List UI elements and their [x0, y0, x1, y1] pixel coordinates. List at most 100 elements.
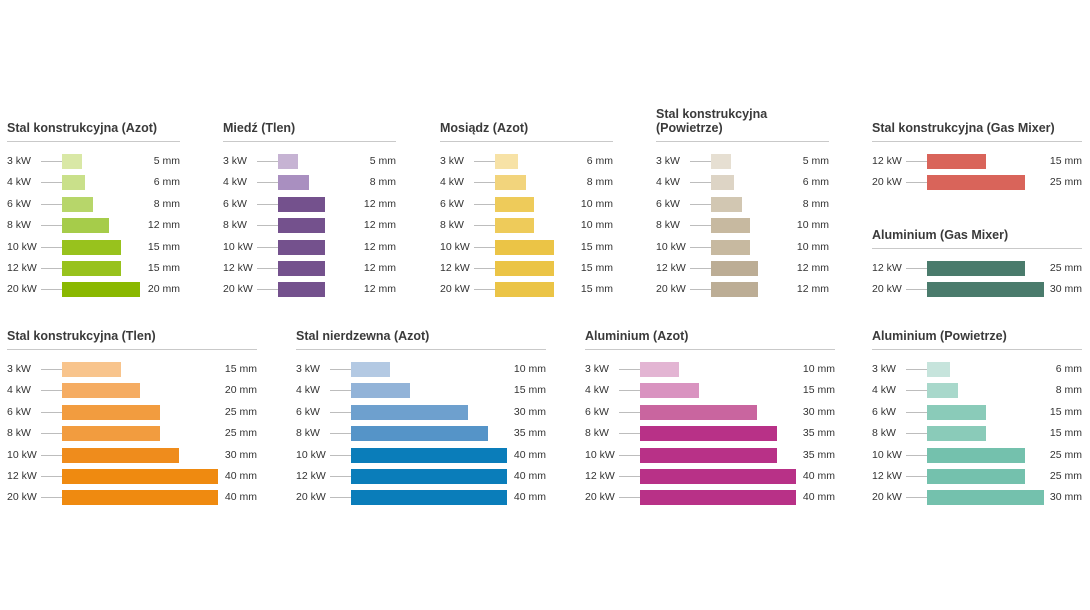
bar-row: 4 kW 8 mm	[872, 383, 1082, 399]
leader-line	[906, 289, 927, 291]
bar	[640, 383, 699, 399]
bar	[927, 404, 986, 420]
power-label: 12 kW	[296, 470, 326, 482]
bar-row: 12 kW 12 mm	[223, 261, 396, 276]
thickness-label: 25 mm	[1049, 470, 1082, 482]
bar-row: 6 kW 8 mm	[7, 196, 180, 212]
bar-row: 4 kW 15 mm	[296, 383, 546, 399]
leader-line	[330, 433, 351, 435]
bar	[62, 490, 218, 506]
power-label: 20 kW	[585, 491, 615, 504]
bar-row: 10 kW 30 mm	[7, 447, 257, 463]
leader-line	[474, 268, 495, 269]
bar	[351, 362, 390, 377]
bar	[351, 404, 468, 420]
bar	[278, 218, 325, 234]
thickness-label: 15 mm	[224, 363, 257, 375]
bar-row: 20 kW 40 mm	[585, 490, 835, 506]
leader-line	[41, 203, 62, 205]
bar	[351, 469, 507, 484]
leader-line	[330, 476, 351, 477]
title-divider	[872, 349, 1082, 350]
thickness-label: 40 mm	[802, 470, 835, 482]
leader-line	[257, 182, 278, 184]
power-label: 10 kW	[223, 240, 253, 253]
leader-line	[474, 161, 495, 162]
power-label: 10 kW	[656, 240, 686, 253]
leader-line	[474, 182, 495, 184]
thickness-label: 15 mm	[580, 240, 613, 253]
leader-line	[906, 411, 927, 413]
bar-row: 3 kW 10 mm	[585, 362, 835, 377]
thickness-label: 25 mm	[224, 405, 257, 418]
chart-title: Stal nierdzewna (Azot)	[296, 329, 430, 343]
bar-row: 20 kW 20 mm	[7, 282, 180, 298]
power-label: 20 kW	[440, 283, 470, 296]
bar-row: 20 kW 15 mm	[440, 282, 613, 298]
power-label: 3 kW	[440, 155, 464, 167]
thickness-label: 12 mm	[363, 197, 396, 210]
bar	[711, 261, 758, 276]
bar-row: 12 kW 25 mm	[872, 261, 1082, 276]
bar-row: 3 kW 10 mm	[296, 362, 546, 377]
thickness-label: 10 mm	[580, 219, 613, 232]
bar	[62, 196, 94, 212]
power-label: 4 kW	[585, 384, 609, 397]
thickness-label: 8 mm	[153, 197, 180, 210]
leader-line	[474, 289, 495, 291]
leader-line	[906, 268, 927, 269]
thickness-label: 25 mm	[1049, 448, 1082, 461]
chart-title: Mosiądz (Azot)	[440, 121, 529, 135]
bar-row: 4 kW 6 mm	[656, 175, 829, 191]
thickness-label: 20 mm	[224, 384, 257, 397]
thickness-label: 15 mm	[1049, 405, 1082, 418]
bar	[351, 426, 488, 442]
leader-line	[257, 289, 278, 291]
bar	[927, 469, 1025, 484]
thickness-label: 30 mm	[513, 405, 546, 418]
bar-row: 8 kW 10 mm	[440, 218, 613, 234]
leader-line	[690, 268, 711, 269]
leader-line	[41, 161, 62, 162]
leader-line	[330, 454, 351, 456]
power-label: 20 kW	[7, 283, 37, 296]
leader-line	[690, 203, 711, 205]
thickness-label: 35 mm	[802, 448, 835, 461]
power-label: 12 kW	[585, 470, 615, 482]
bar-row: 10 kW 12 mm	[223, 239, 396, 255]
bar-row: 6 kW 30 mm	[585, 404, 835, 420]
power-label: 3 kW	[223, 155, 247, 167]
bar-row: 10 kW 10 mm	[656, 239, 829, 255]
bar-row: 8 kW 10 mm	[656, 218, 829, 234]
power-label: 3 kW	[7, 363, 31, 375]
power-label: 4 kW	[872, 384, 896, 397]
power-label: 3 kW	[296, 363, 320, 375]
leader-line	[41, 454, 62, 456]
leader-line	[906, 433, 927, 435]
thickness-label: 15 mm	[147, 240, 180, 253]
power-label: 8 kW	[656, 219, 680, 232]
bar	[62, 261, 121, 276]
bar	[927, 447, 1025, 463]
thickness-label: 10 mm	[580, 197, 613, 210]
title-divider	[872, 141, 1082, 142]
thickness-label: 12 mm	[147, 219, 180, 232]
power-label: 20 kW	[223, 283, 253, 296]
power-label: 10 kW	[7, 240, 37, 253]
bar	[351, 447, 507, 463]
leader-line	[619, 411, 640, 413]
bar-row: 3 kW 6 mm	[440, 154, 613, 169]
thickness-label: 5 mm	[369, 155, 396, 167]
leader-line	[619, 497, 640, 499]
power-label: 20 kW	[872, 283, 902, 296]
leader-line	[906, 454, 927, 456]
leader-line	[619, 390, 640, 392]
bar-row: 4 kW 8 mm	[223, 175, 396, 191]
thickness-label: 10 mm	[796, 219, 829, 232]
bar-row: 3 kW 6 mm	[872, 362, 1082, 377]
bar-row: 6 kW 12 mm	[223, 196, 396, 212]
power-label: 3 kW	[656, 155, 680, 167]
bar	[711, 175, 735, 191]
bar-row: 8 kW 25 mm	[7, 426, 257, 442]
leader-line	[41, 476, 62, 477]
